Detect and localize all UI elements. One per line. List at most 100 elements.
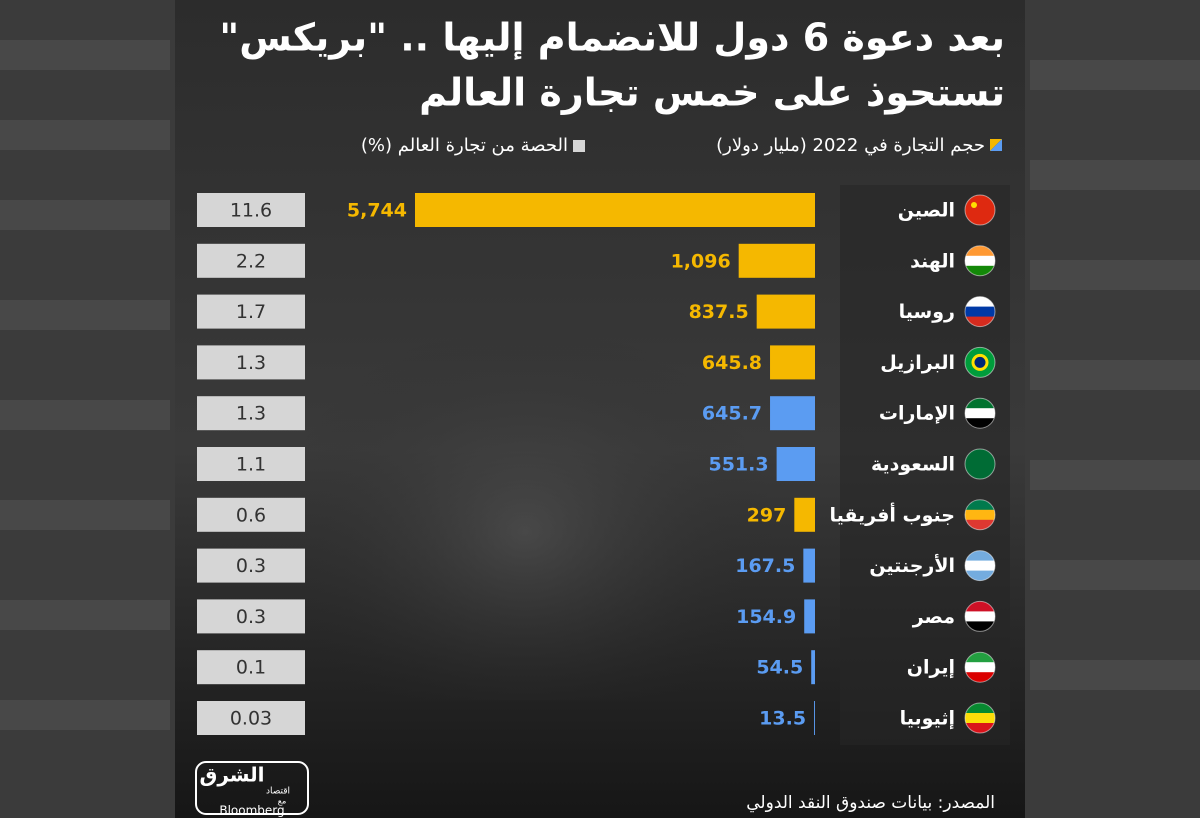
bar <box>770 396 815 431</box>
flag-stripe <box>965 519 995 530</box>
flag-stripe <box>965 195 995 225</box>
value-label: 551.3 <box>708 454 768 476</box>
logo-partner: Bloomberg <box>219 804 284 818</box>
flag <box>965 296 995 327</box>
category-label: إيران <box>907 657 955 679</box>
bar <box>776 447 815 481</box>
flag <box>965 652 995 683</box>
share-box <box>197 650 305 685</box>
share-box <box>197 447 305 481</box>
value-label: 645.8 <box>702 352 762 374</box>
flag-ring <box>964 194 996 226</box>
flag-stripe <box>965 316 995 327</box>
share-label: 0.3 <box>236 606 266 628</box>
share-box <box>197 599 305 634</box>
flag-stripe <box>965 652 995 663</box>
bar <box>803 548 815 583</box>
share-box <box>197 701 305 735</box>
legend-label: حجم التجارة في 2022 (مليار دولار) <box>716 135 985 156</box>
value-label: 297 <box>747 504 787 526</box>
flag-stripe <box>965 306 995 318</box>
flag-stripe <box>965 723 995 733</box>
flag <box>965 499 995 530</box>
share-box <box>197 396 305 431</box>
bar <box>738 243 815 278</box>
source: المصدر: بيانات صندوق النقد الدولي <box>746 793 995 813</box>
share-label: 0.3 <box>236 555 266 577</box>
flag-stripe <box>965 449 995 479</box>
value-label: 13.5 <box>759 708 806 730</box>
share-label: 2.2 <box>236 250 266 272</box>
flag <box>965 398 995 429</box>
legend-swatch <box>573 140 585 152</box>
flag <box>965 347 995 378</box>
share-label: 1.7 <box>236 301 266 323</box>
flag-ring <box>964 702 996 734</box>
share-label: 11.6 <box>230 200 272 222</box>
bar <box>415 193 815 227</box>
category-label: الصين <box>898 200 955 222</box>
share-label: 0.03 <box>230 708 272 730</box>
bar <box>770 345 815 380</box>
flag <box>965 195 995 225</box>
category-label: السعودية <box>871 454 955 476</box>
flag <box>965 245 995 276</box>
share-box <box>197 193 305 227</box>
value-label: 5,744 <box>347 200 407 222</box>
share-label: 1.1 <box>236 454 266 476</box>
flag-star <box>971 202 977 208</box>
flag-stripe <box>965 672 995 683</box>
legend-swatch <box>990 139 1002 151</box>
flag-stripe <box>965 296 995 308</box>
category-label: الإمارات <box>879 403 955 425</box>
value-label: 837.5 <box>689 301 749 323</box>
category-label: مصر <box>912 606 955 628</box>
flag-stripe <box>965 611 995 622</box>
logo-brand: الشرق <box>199 763 264 787</box>
flag-ring <box>964 651 996 683</box>
flag-ring <box>964 296 996 328</box>
value-label: 167.5 <box>735 555 795 577</box>
share-box <box>197 548 305 583</box>
share-box <box>197 345 305 380</box>
logo-sub: اقتصاد <box>266 787 290 797</box>
logo-with: مع <box>278 797 287 806</box>
flag-ring <box>964 397 996 429</box>
blurred-sides <box>0 40 1200 730</box>
flag-stripe <box>965 509 995 521</box>
flag-stripe <box>965 703 995 714</box>
flag-stripe <box>965 560 995 572</box>
flag-stripe <box>965 398 995 409</box>
flag <box>965 601 995 632</box>
flag-stripe <box>965 621 995 632</box>
category-label: جنوب أفريقيا <box>829 502 955 526</box>
flag-stripe <box>965 499 995 511</box>
share-box <box>197 243 305 278</box>
bar <box>756 294 815 329</box>
flag-stripe <box>965 601 995 612</box>
flag-ring <box>964 550 996 582</box>
background-image <box>300 280 800 700</box>
value-label: 54.5 <box>756 657 803 679</box>
flag-stripe <box>965 265 995 276</box>
flag-globe <box>971 353 989 371</box>
share-label: 0.6 <box>236 504 266 526</box>
bar <box>811 650 815 685</box>
bar <box>814 701 815 735</box>
category-label: الأرجنتين <box>869 554 955 577</box>
flag-ring <box>964 245 996 277</box>
value-label: 154.9 <box>736 606 796 628</box>
title-line: تستحوذ على خمس تجارة العالم <box>419 71 1005 116</box>
share-label: 1.3 <box>236 352 266 374</box>
share-label: 0.1 <box>236 657 266 679</box>
share-box <box>197 497 305 532</box>
value-label: 1,096 <box>671 250 731 272</box>
flag-stripe <box>965 662 995 673</box>
category-label: إثيوبيا <box>900 708 955 730</box>
flag-stripe <box>965 418 995 429</box>
category-label: الهند <box>910 250 955 272</box>
bar <box>804 599 815 634</box>
legend-label: الحصة من تجارة العالم (%) <box>361 135 568 156</box>
